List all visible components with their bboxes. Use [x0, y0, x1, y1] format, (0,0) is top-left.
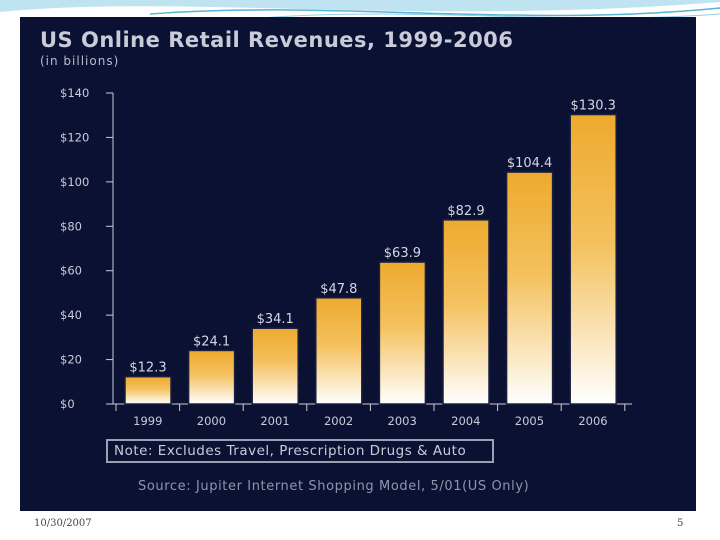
data-label: $82.9 [447, 204, 484, 219]
bar-1999 [124, 375, 172, 405]
x-tick-label: 2006 [578, 414, 607, 428]
x-tick-label: 2002 [324, 414, 353, 428]
x-tick-label: 2001 [260, 414, 289, 428]
data-label: $63.9 [384, 246, 421, 261]
bar-2000 [187, 349, 236, 405]
y-tick-label: $60 [60, 264, 82, 278]
y-tick-label: $0 [60, 397, 75, 411]
data-label: $130.3 [570, 99, 616, 114]
x-tick-label: 2004 [451, 414, 480, 428]
chart-note: Note: Excludes Travel, Prescription Drug… [106, 439, 494, 463]
data-label: $24.1 [193, 334, 230, 349]
data-label: $104.4 [507, 156, 553, 171]
bar-2001 [251, 327, 299, 405]
slide-date: 10/30/2007 [34, 518, 92, 529]
y-tick-label: $40 [60, 308, 82, 322]
y-tick-label: $80 [60, 219, 82, 233]
y-tick-label: $140 [60, 86, 89, 100]
chart-source: Source: Jupiter Internet Shopping Model,… [138, 479, 530, 494]
bar-2006 [569, 113, 617, 405]
slide-page-number: 5 [677, 518, 684, 529]
x-tick-label: 2005 [515, 414, 544, 428]
y-tick-label: $20 [60, 353, 82, 367]
bar-2004 [442, 219, 490, 405]
bar-2003 [378, 261, 427, 405]
x-tick-label: 2003 [388, 414, 417, 428]
y-tick-label: $120 [60, 130, 89, 144]
chart-subtitle: (in billions) [40, 54, 120, 68]
y-tick-label: $100 [60, 175, 89, 189]
chart-title: US Online Retail Revenues, 1999-2006 [40, 28, 514, 52]
x-tick-label: 2000 [197, 414, 226, 428]
data-label: $12.3 [129, 361, 166, 376]
data-label: $34.1 [257, 312, 294, 327]
bar-2005 [505, 171, 554, 405]
data-label: $47.8 [320, 282, 357, 297]
x-tick-label: 1999 [133, 414, 162, 428]
bar-2002 [315, 297, 363, 405]
